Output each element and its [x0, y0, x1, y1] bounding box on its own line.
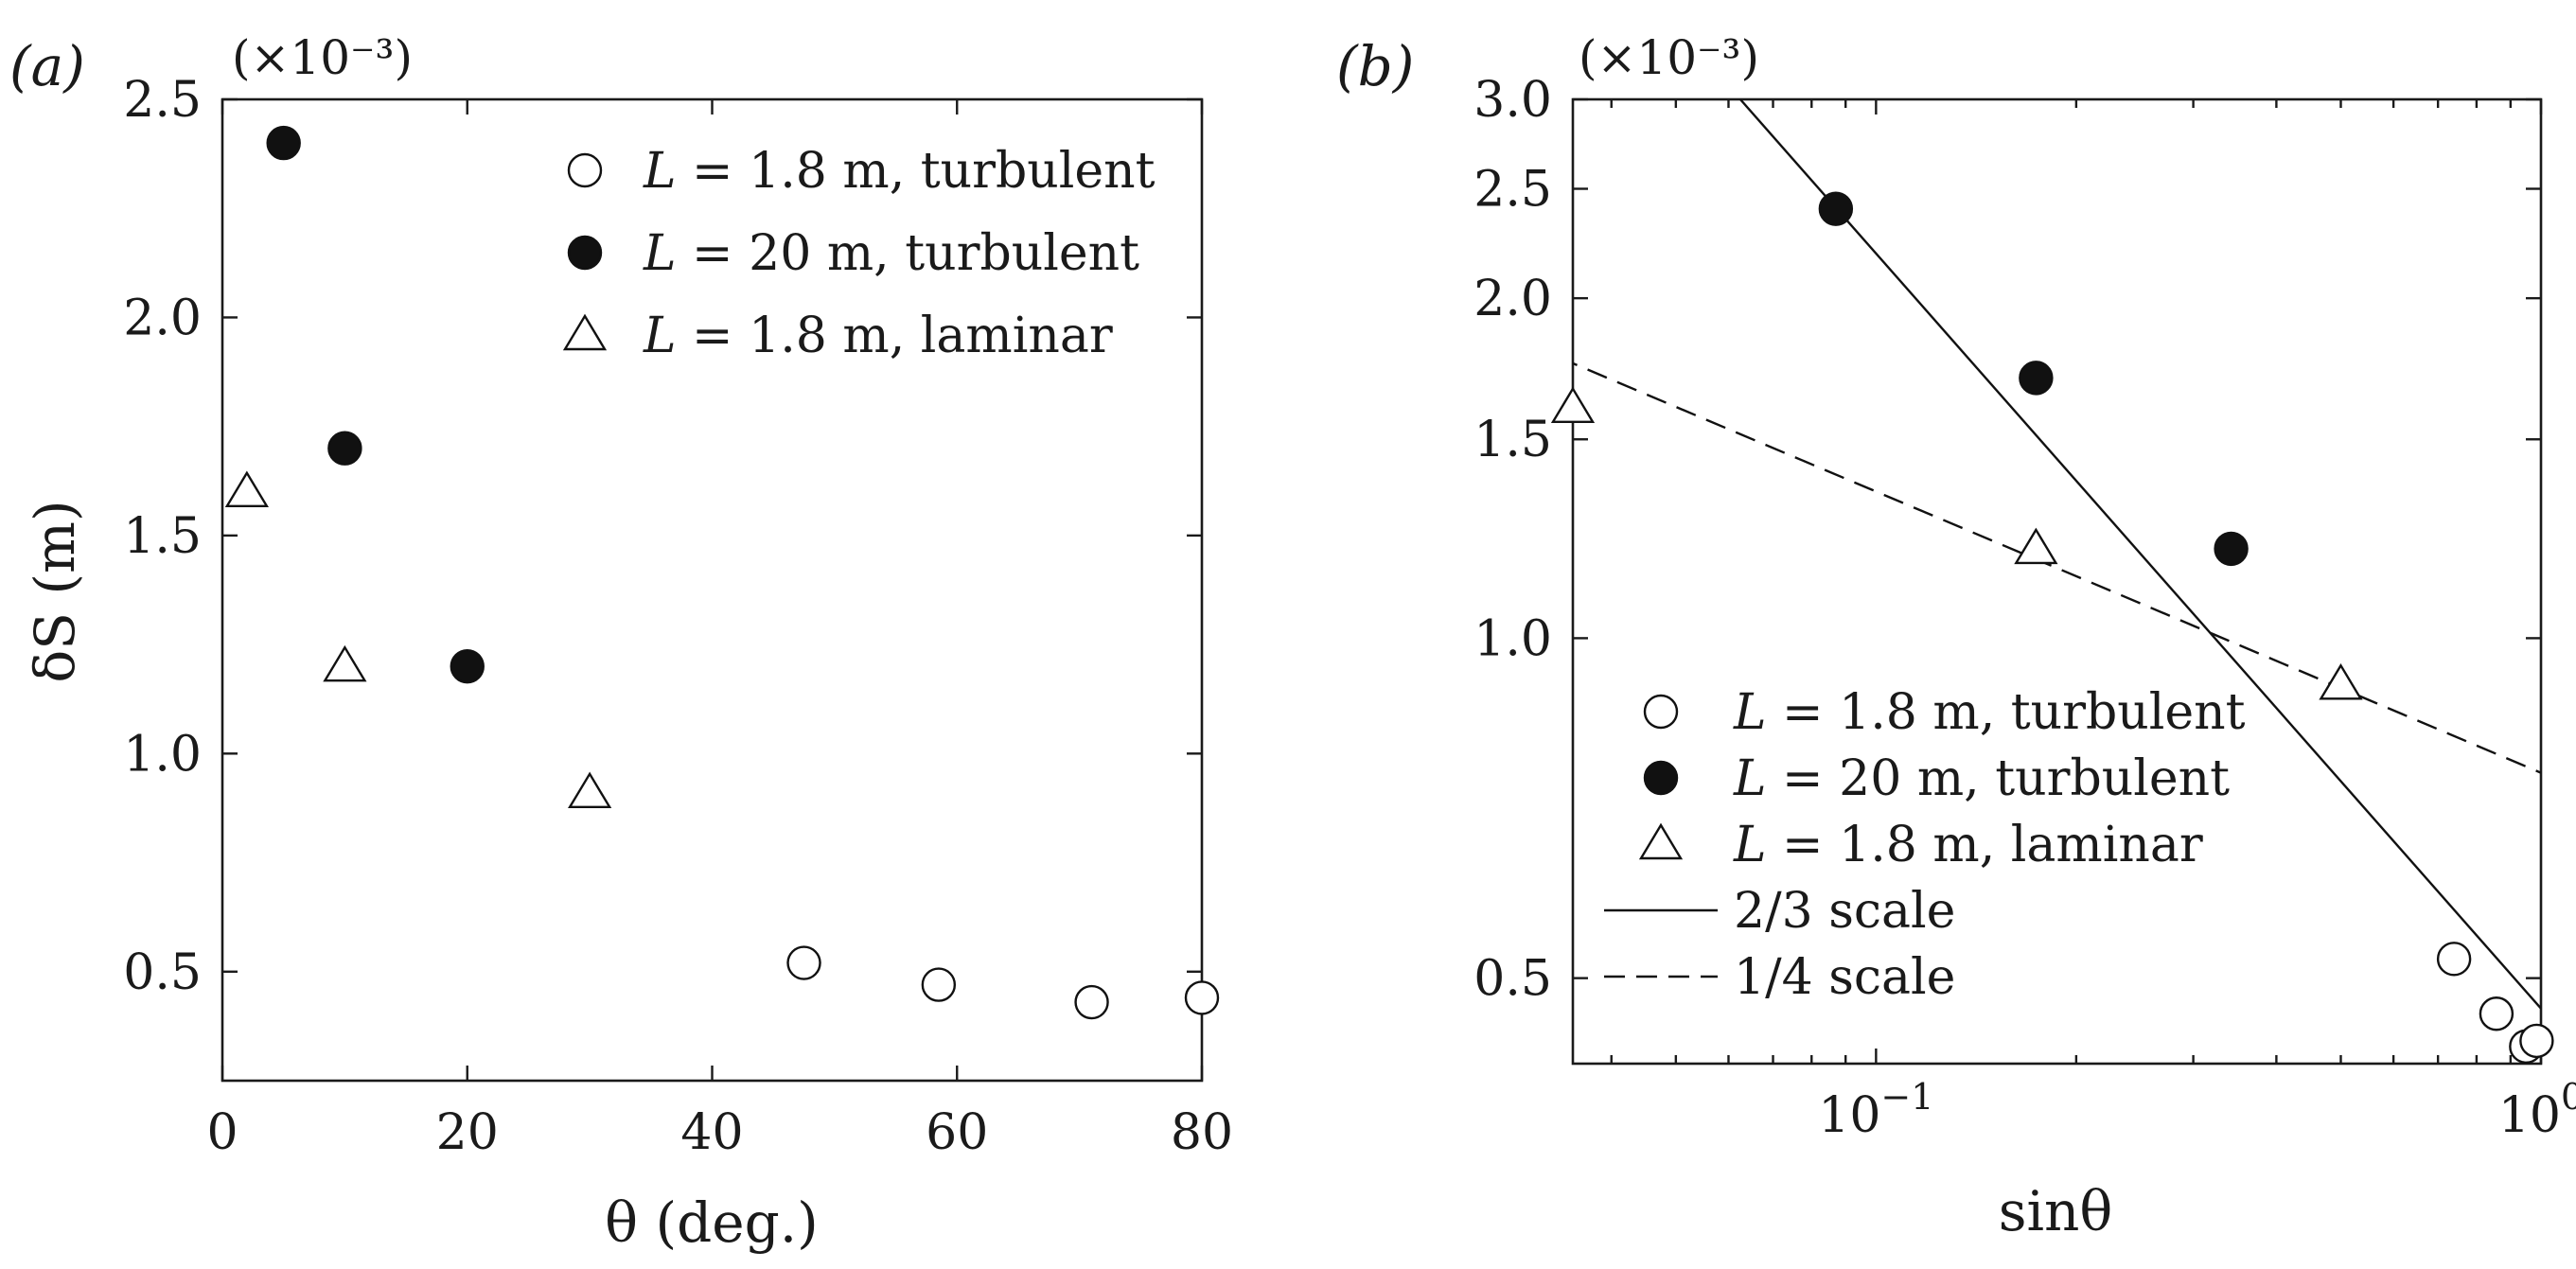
panel-b-tag: (b): [1336, 34, 1414, 98]
data-point-s2-2: [568, 771, 612, 809]
panel-a: (a) (×10⁻³) θ (deg.) δS (m) 0.5 1.0 1.5 2.0…: [9, 30, 1233, 1255]
data-point-s2-0: [224, 470, 269, 507]
y-tick-label: 1.5: [123, 508, 202, 565]
x-tick-label: 10−1: [1818, 1076, 1933, 1144]
panel-b-ticks: 0.5 1.0 1.5 2.0 2.5 3.0 10−1 100: [1473, 72, 2576, 1144]
legend-a-marker-0: [567, 152, 603, 188]
legend-a-label-1: L = 20 m, turbulent: [643, 225, 1139, 282]
x-tick-label: 40: [680, 1104, 743, 1161]
x-tick-label: 0: [206, 1104, 238, 1161]
y-tick-label: 2.0: [1473, 271, 1552, 327]
legend-a-label-2: L = 1.8 m, laminar: [643, 308, 1113, 364]
panel-a-ylabel: δS (m): [23, 500, 87, 682]
data-point-s0-3: [1184, 980, 1220, 1015]
data-point-s0-1: [921, 967, 957, 1002]
data-point-s0-1: [2479, 996, 2514, 1031]
panel-a-markers: [224, 125, 1220, 1020]
y-tick-label: 0.5: [123, 944, 202, 1001]
legend-a-label-0: L = 1.8 m, turbulent: [643, 143, 1156, 200]
data-point-s1-2: [450, 648, 485, 684]
y-tick-label: 2.5: [1473, 161, 1552, 218]
legend-b-marker-2: [1638, 822, 1684, 860]
x-tick-label: 60: [926, 1104, 988, 1161]
y-tick-label: 2.0: [123, 290, 202, 346]
panel-b: (b) (×10⁻³) sinθ 0.5 1.0 1.5 2.0 2.5 3.0 10−1 1…: [1336, 30, 2576, 1243]
legend-b-marker-1: [1643, 760, 1679, 796]
legend-a-marker-2: [562, 313, 608, 351]
data-point-s1-2: [2214, 531, 2249, 567]
legend-b-label-0: L = 1.8 m, turbulent: [1733, 684, 2246, 741]
panel-b-xlabel: sinθ: [1999, 1179, 2113, 1243]
fit-line-0: [1739, 99, 2541, 1010]
data-point-s2-2: [2319, 662, 2363, 700]
data-point-s2-1: [2014, 527, 2058, 565]
x-tick-label: 100: [2498, 1076, 2576, 1144]
legend-b-marker-0: [1643, 694, 1679, 730]
y-tick-label: 1.5: [1473, 412, 1552, 468]
data-point-s0-2: [1074, 984, 1109, 1020]
x-tick-label: 80: [1171, 1104, 1233, 1161]
legend-b-label-1: L = 20 m, turbulent: [1733, 750, 2230, 807]
data-point-s2-1: [323, 644, 367, 682]
data-point-s0-0: [2436, 942, 2472, 977]
y-tick-label: 1.0: [123, 726, 202, 783]
panel-b-legend: L = 1.8 m, turbulent L = 20 m, turbulent L…: [1604, 684, 2246, 1006]
data-point-s1-0: [1818, 191, 1854, 226]
data-point-s0-0: [786, 945, 821, 980]
y-tick-label: 1.0: [1473, 610, 1552, 667]
y-tick-label: 0.5: [1473, 951, 1552, 1008]
panel-b-exponent-label: (×10⁻³): [1579, 30, 1759, 85]
data-point-s0-3: [2519, 1023, 2554, 1059]
legend-b-line-label-0: 2/3 scale: [1734, 883, 1955, 940]
data-point-s1-0: [266, 125, 301, 161]
panel-a-exponent-label: (×10⁻³): [232, 30, 413, 85]
panel-a-tag: (a): [9, 34, 85, 98]
panel-a-xlabel: θ (deg.): [605, 1190, 819, 1255]
panel-b-frame: [1571, 97, 2543, 1066]
panel-a-ticks: 0.5 1.0 1.5 2.0 2.5 0 20 40 60 80: [123, 72, 1233, 1161]
legend-b-line-label-1: 1/4 scale: [1734, 949, 1955, 1006]
data-point-s1-1: [2019, 361, 2054, 396]
x-tick-label: 20: [436, 1104, 499, 1161]
legend-a-marker-1: [567, 235, 603, 271]
panel-b-markers: [1550, 191, 2554, 1065]
y-tick-label: 3.0: [1473, 72, 1552, 129]
data-point-s2-0: [1550, 386, 1596, 423]
data-point-s1-1: [327, 431, 362, 466]
panel-a-legend: L = 1.8 m, turbulent L = 20 m, turbulent L…: [562, 143, 1156, 364]
y-tick-label: 2.5: [123, 72, 202, 129]
legend-b-label-2: L = 1.8 m, laminar: [1733, 817, 2203, 873]
